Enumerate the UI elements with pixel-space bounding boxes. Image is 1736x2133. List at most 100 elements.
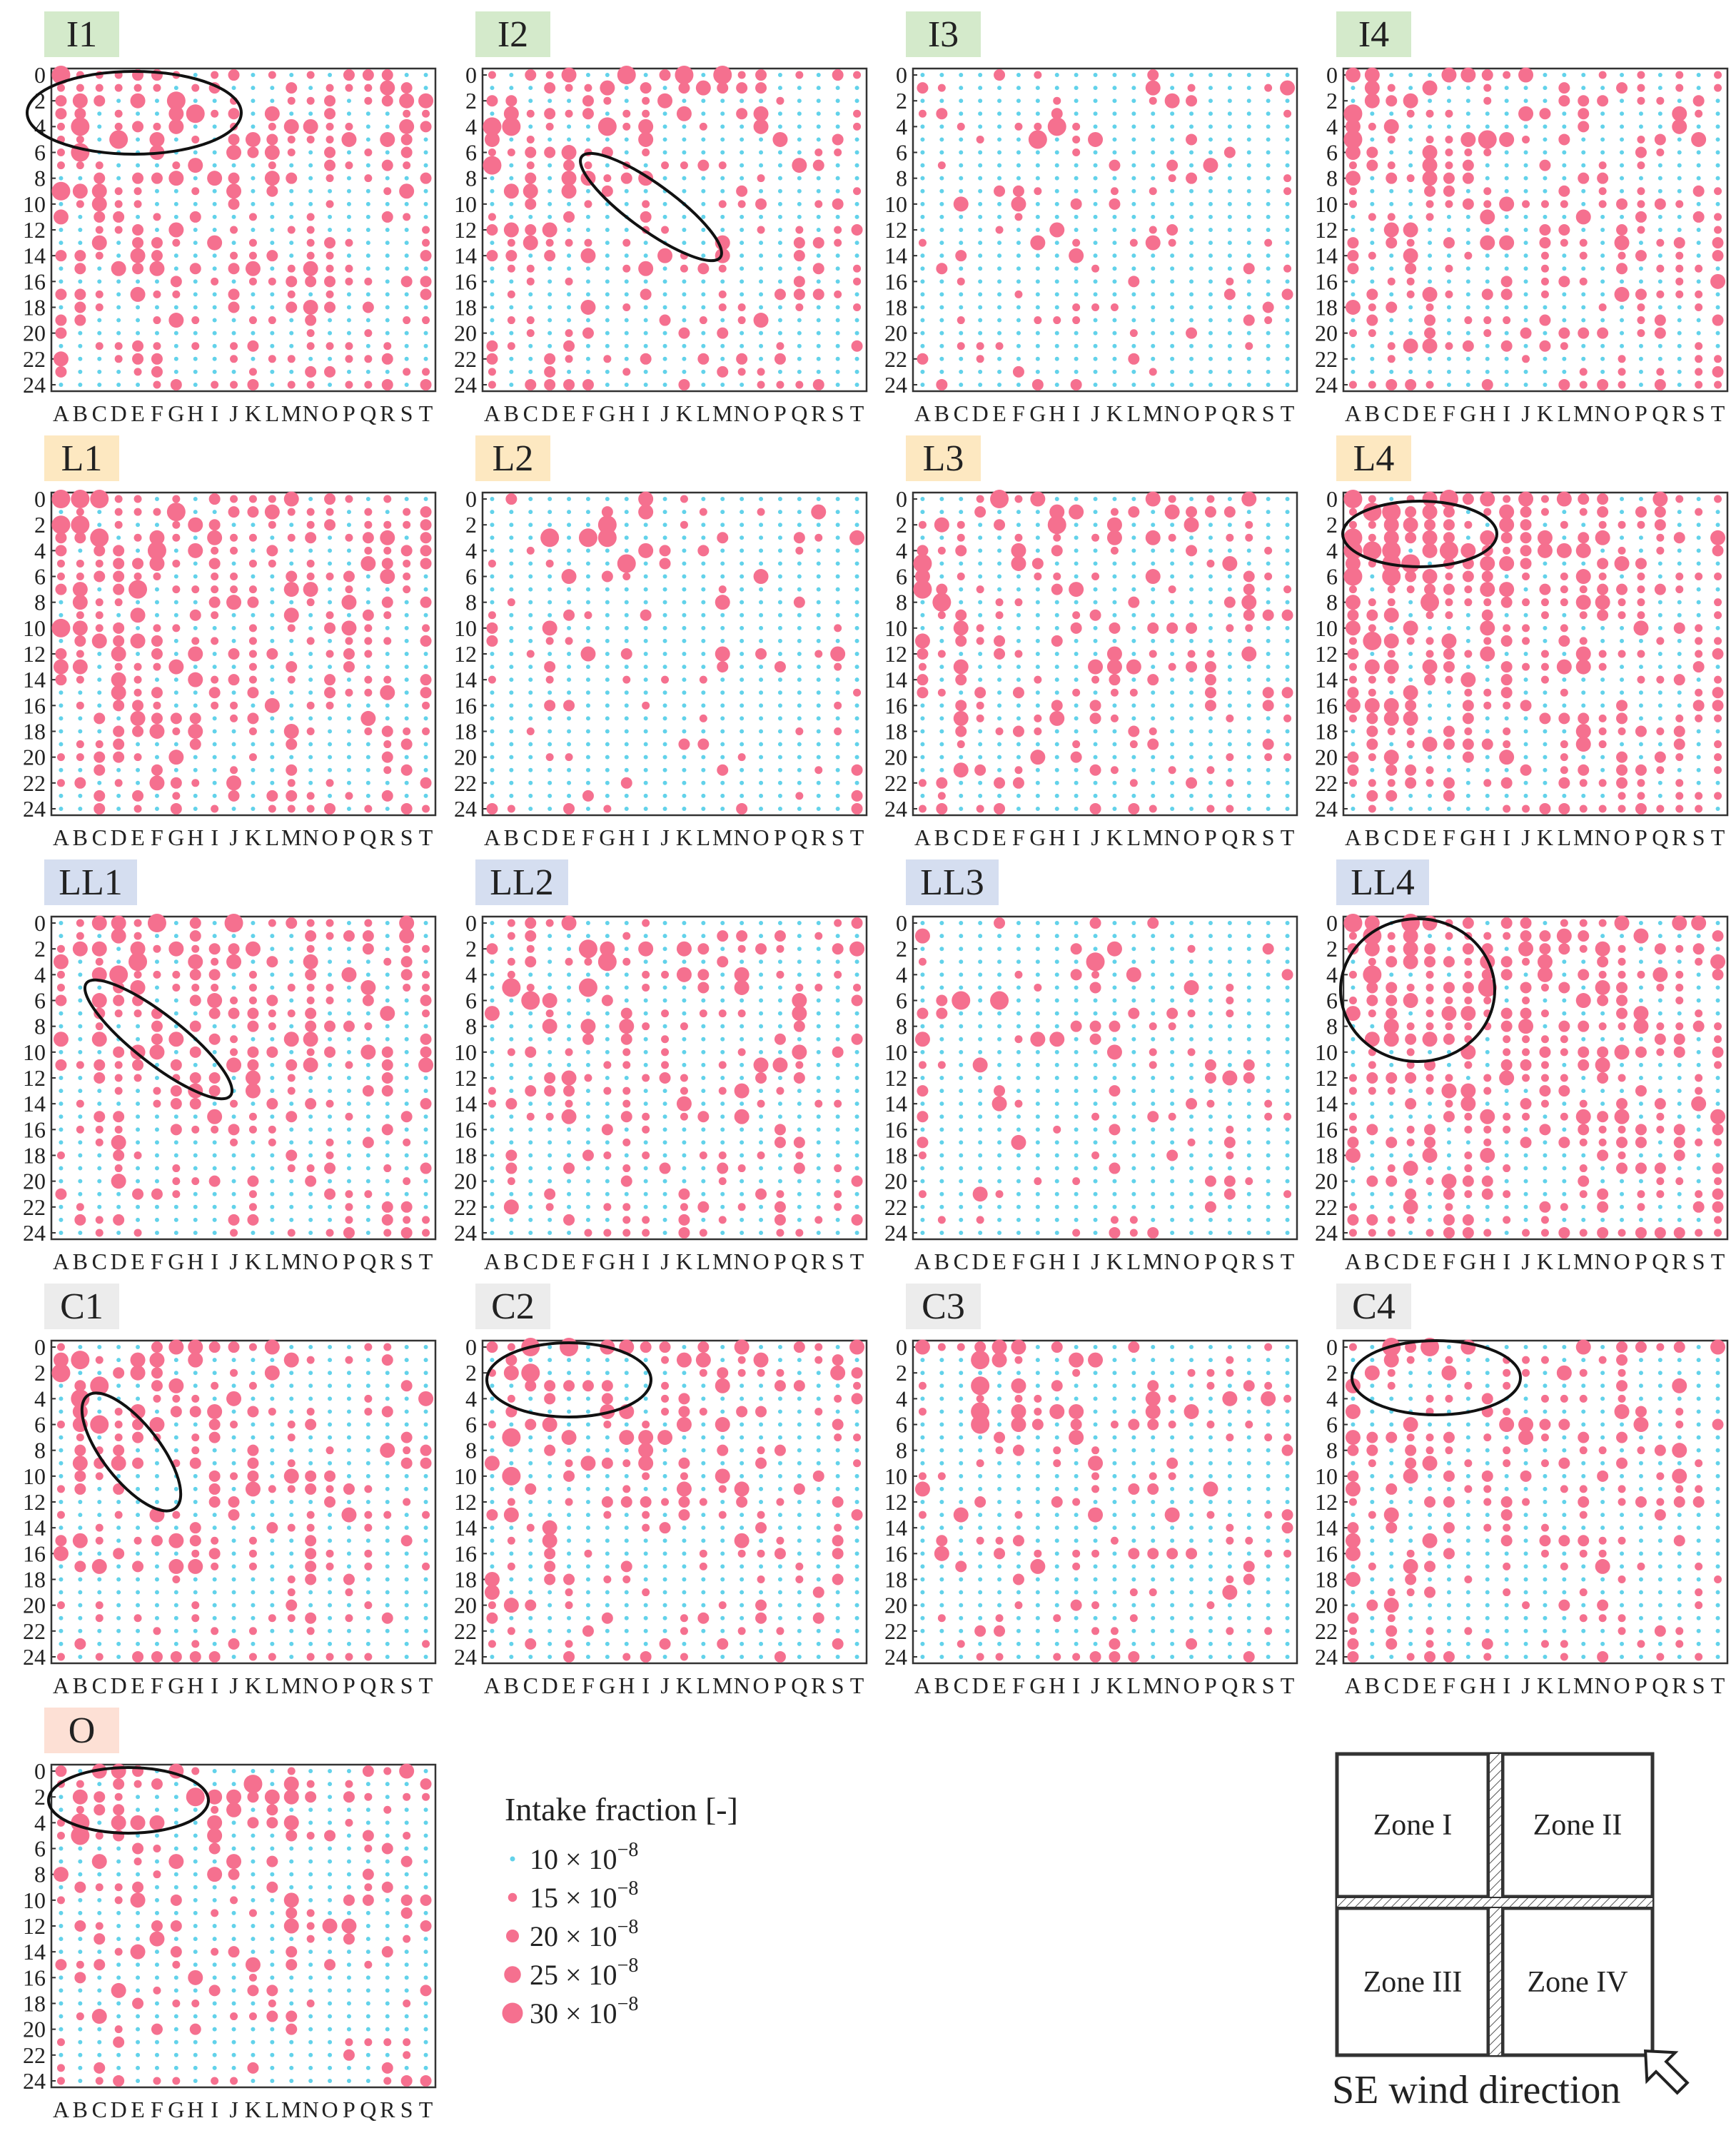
data-point [1543,793,1548,798]
data-point [404,755,409,760]
data-point [193,703,198,708]
data-point [624,665,629,670]
data-point [212,124,217,129]
data-point [624,729,629,734]
data-point [567,253,572,258]
data-point [1151,279,1156,284]
data-point [303,118,318,134]
data-point [580,299,596,315]
data-point [1635,725,1647,737]
data-point [1266,652,1271,656]
data-point [1170,742,1175,747]
data-point [662,767,667,772]
data-point [759,137,764,142]
x-tick-label: M [712,400,732,426]
data-point [1016,176,1021,181]
data-point [1523,253,1528,258]
data-point [678,327,690,339]
data-point [270,729,275,734]
data-point [1675,71,1684,79]
data-point [1504,99,1509,104]
data-point [188,646,203,662]
data-point [228,172,240,184]
data-point [505,95,518,107]
y-tick-label: 6 [34,564,46,590]
data-point [1170,279,1175,284]
data-point [231,1114,236,1119]
plot-area [50,491,437,817]
data-point [404,535,409,540]
data-point [567,124,572,129]
data-point [230,1229,238,1237]
data-point [1558,95,1570,107]
data-point [978,574,983,579]
data-point [1093,150,1098,155]
data-point [624,86,629,91]
data-point [404,1101,409,1106]
data-point [1575,209,1591,225]
data-point [404,998,409,1003]
data-point [308,1204,313,1209]
data-point [1189,806,1194,811]
data-point [289,111,294,116]
data-point [624,806,629,811]
data-point [526,546,535,555]
data-point [168,171,184,186]
data-point [1543,742,1548,747]
data-point [953,762,969,778]
data-point [797,176,802,181]
y-tick-label: 18 [23,1142,46,1168]
data-point [547,343,552,348]
data-point [172,238,181,247]
data-point [1383,750,1399,765]
data-point [193,1140,198,1145]
data-point [193,382,198,387]
data-point [365,1076,370,1080]
data-point [364,84,373,92]
data-point [1089,764,1101,776]
data-point [1465,356,1470,361]
data-point [1208,228,1213,232]
data-point [404,176,409,181]
data-point [1011,196,1026,212]
data-point [1637,71,1645,79]
data-point [251,1037,256,1042]
data-point [1677,703,1682,708]
data-point [1016,343,1021,348]
data-point [247,1175,259,1187]
data-point [1637,611,1645,620]
data-point [720,729,725,734]
data-point [797,369,802,374]
data-point [1370,587,1375,592]
data-point [59,742,64,747]
data-point [1370,652,1375,656]
highlight-ellipse [26,70,243,156]
data-point [1696,73,1701,78]
panel-label-bg [475,859,568,905]
data-point [720,214,725,219]
data-point [1112,150,1117,155]
data-point [231,638,236,643]
data-point [737,753,746,762]
data-point [1715,201,1720,206]
data-point [231,690,236,695]
data-point [920,228,925,232]
data-point [423,755,428,760]
data-point [1581,356,1586,361]
data-point [509,73,514,78]
data-point [1715,163,1720,168]
data-point [270,1089,275,1094]
data-point [622,109,631,118]
data-point [624,201,629,206]
data-point [1093,548,1098,553]
data-point [286,764,298,776]
data-point [1093,523,1098,528]
data-point [55,288,67,301]
data-point [526,264,535,273]
data-point [247,1214,259,1226]
data-point [189,263,201,275]
data-point [154,1217,159,1222]
data-point [1406,740,1415,749]
data-point [659,314,671,326]
